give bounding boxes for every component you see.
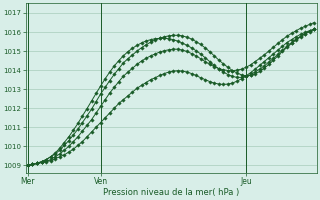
X-axis label: Pression niveau de la mer( hPa ): Pression niveau de la mer( hPa ) [103,188,239,197]
